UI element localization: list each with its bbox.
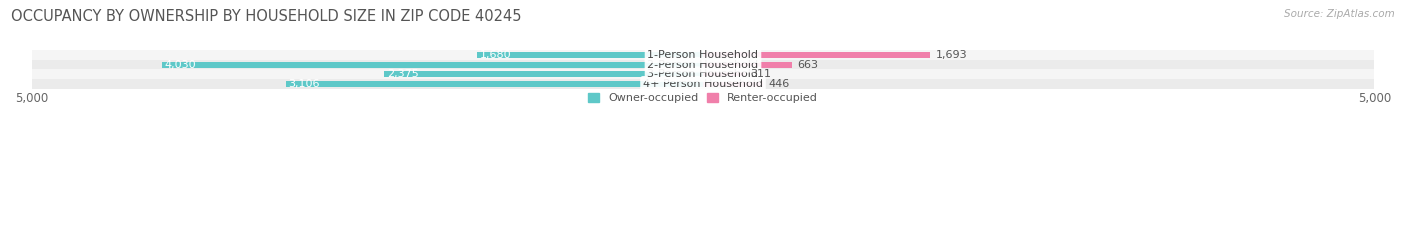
Bar <box>703 71 745 77</box>
Bar <box>478 52 703 58</box>
Text: 4+ Person Household: 4+ Person Household <box>643 79 763 89</box>
Text: 663: 663 <box>797 60 818 70</box>
Bar <box>31 60 1375 69</box>
Bar <box>285 81 703 87</box>
Bar <box>31 79 1375 89</box>
Text: 3,106: 3,106 <box>288 79 321 89</box>
Text: Source: ZipAtlas.com: Source: ZipAtlas.com <box>1284 9 1395 19</box>
Text: 4,030: 4,030 <box>165 60 197 70</box>
Bar <box>703 81 763 87</box>
Bar <box>703 52 931 58</box>
Bar <box>384 71 703 77</box>
Text: 3-Person Household: 3-Person Household <box>648 69 758 79</box>
Text: 2,375: 2,375 <box>387 69 419 79</box>
Bar <box>162 62 703 68</box>
Text: 1,693: 1,693 <box>936 50 967 60</box>
Text: 2-Person Household: 2-Person Household <box>647 60 759 70</box>
Bar <box>31 50 1375 60</box>
Bar <box>31 69 1375 79</box>
Text: 311: 311 <box>751 69 770 79</box>
Text: 446: 446 <box>768 79 790 89</box>
Bar <box>703 62 792 68</box>
Text: OCCUPANCY BY OWNERSHIP BY HOUSEHOLD SIZE IN ZIP CODE 40245: OCCUPANCY BY OWNERSHIP BY HOUSEHOLD SIZE… <box>11 9 522 24</box>
Legend: Owner-occupied, Renter-occupied: Owner-occupied, Renter-occupied <box>583 89 823 108</box>
Text: 1-Person Household: 1-Person Household <box>648 50 758 60</box>
Text: 1,680: 1,680 <box>479 50 512 60</box>
